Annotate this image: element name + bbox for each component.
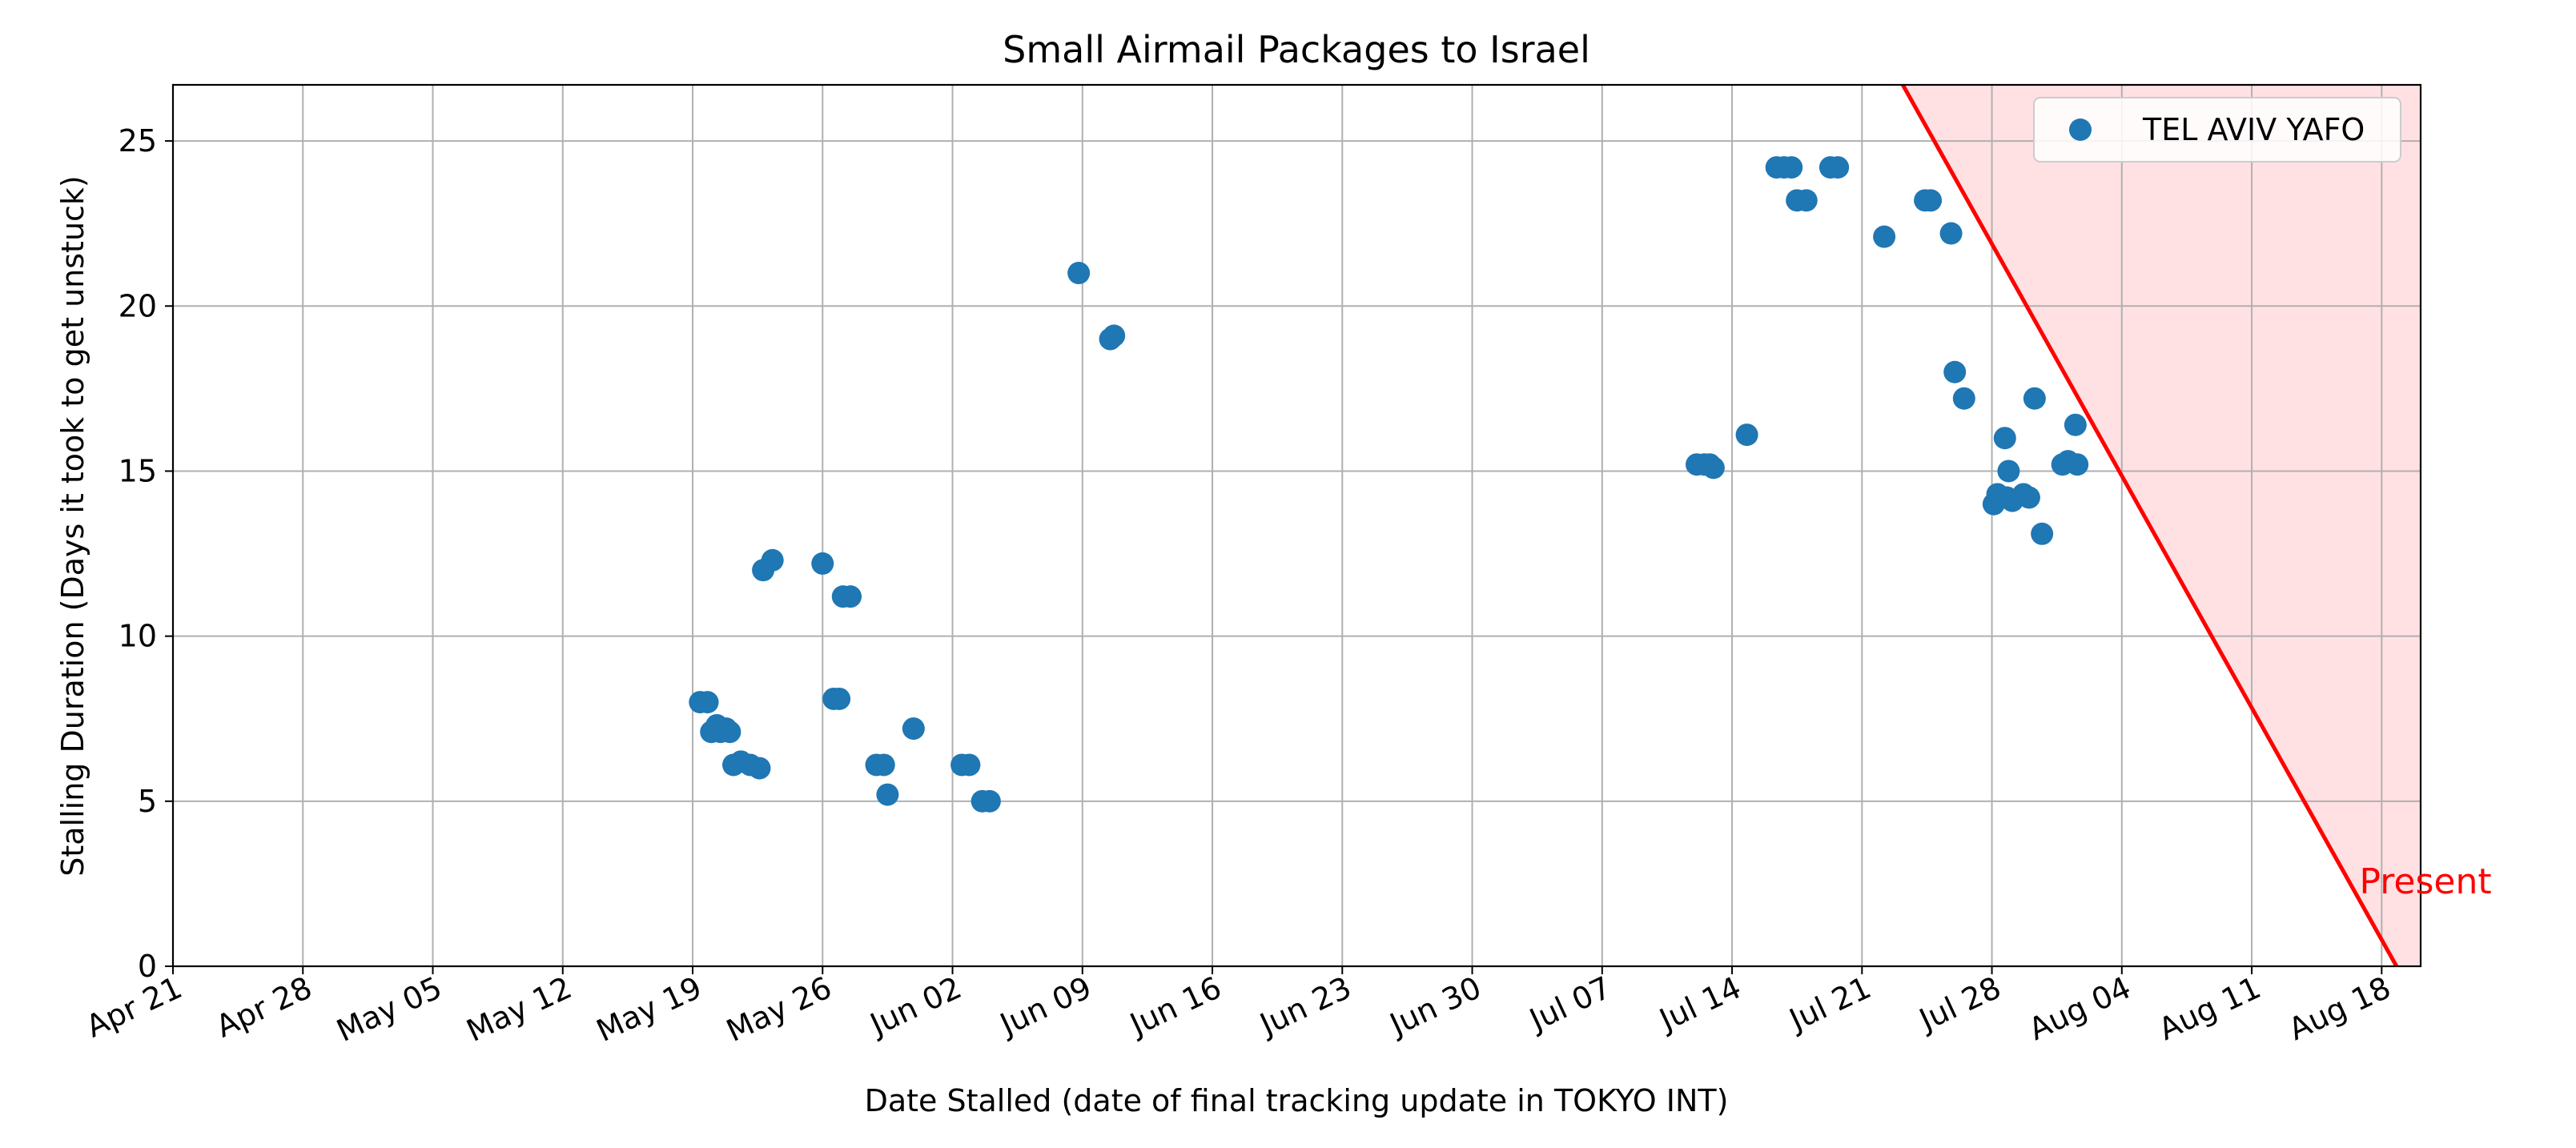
data-point	[1735, 423, 1758, 447]
present-label: Present	[2360, 861, 2492, 902]
y-axis-label: Stalling Duration (Days it took to get u…	[55, 175, 90, 877]
y-tick-label: 15	[119, 453, 157, 488]
data-point	[2017, 486, 2040, 509]
plot-area-frame	[171, 83, 2422, 968]
present-region-group	[1903, 85, 2421, 966]
chart-title: Small Airmail Packages to Israel	[1003, 28, 1590, 71]
y-tick-label: 0	[138, 949, 157, 984]
data-point	[828, 687, 851, 710]
legend-box	[2033, 97, 2401, 163]
data-point	[2066, 453, 2089, 476]
data-point	[1780, 156, 1803, 179]
data-point	[1103, 324, 1126, 347]
data-point	[2031, 522, 2054, 545]
data-point	[1067, 262, 1091, 285]
y-tick-label: 25	[119, 123, 157, 159]
data-point	[1702, 456, 1725, 480]
y-tick-label: 10	[119, 619, 157, 654]
y-tick-label: 5	[138, 784, 157, 819]
legend-marker-icon	[2069, 118, 2092, 141]
y-tick-label: 20	[119, 288, 157, 323]
legend: TEL AVIV YAFO	[2033, 97, 2401, 163]
data-point	[978, 789, 1001, 813]
data-point	[2064, 413, 2087, 436]
data-point	[1997, 460, 2020, 483]
data-point	[876, 783, 899, 806]
data-points	[689, 156, 2089, 813]
present-shaded-region	[1903, 85, 2421, 966]
present-line	[1901, 83, 2399, 968]
data-point	[839, 585, 862, 608]
data-point	[1919, 189, 1943, 212]
data-point	[1993, 427, 2016, 450]
data-point	[958, 753, 981, 777]
legend-label: TEL AVIV YAFO	[2142, 112, 2365, 147]
x-axis-label: Date Stalled (date of final tracking upd…	[865, 1083, 1729, 1118]
data-point	[811, 552, 834, 575]
data-point	[696, 691, 719, 714]
data-point	[872, 753, 895, 777]
data-point	[2023, 387, 2046, 410]
data-point	[1943, 360, 1967, 383]
data-point	[1952, 387, 1975, 410]
data-point	[1939, 222, 1963, 245]
data-point	[1827, 156, 1850, 179]
data-point	[748, 757, 771, 780]
data-point	[761, 548, 784, 572]
data-point	[1873, 225, 1896, 248]
data-point	[1794, 189, 1818, 212]
data-point	[902, 717, 925, 741]
present-line-group	[1901, 83, 2399, 968]
data-point	[718, 721, 741, 744]
